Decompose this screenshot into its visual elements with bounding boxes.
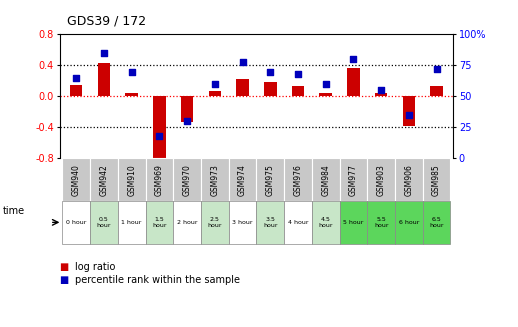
Point — [377, 88, 385, 93]
Text: GSM942: GSM942 — [99, 164, 108, 196]
Point — [100, 50, 108, 56]
Text: ■: ■ — [60, 262, 69, 271]
Bar — [284, 201, 312, 244]
Point — [127, 69, 136, 74]
Bar — [367, 201, 395, 244]
Text: 1.5
hour: 1.5 hour — [152, 217, 167, 228]
Text: time: time — [3, 206, 25, 216]
Text: 0 hour: 0 hour — [66, 220, 87, 225]
Text: 3.5
hour: 3.5 hour — [263, 217, 278, 228]
Text: 5 hour: 5 hour — [343, 220, 364, 225]
Text: GSM984: GSM984 — [321, 164, 330, 196]
Bar — [98, 63, 110, 96]
Point — [433, 66, 441, 72]
Bar — [347, 68, 359, 96]
Text: GSM940: GSM940 — [71, 164, 81, 196]
Bar — [340, 201, 367, 244]
Bar — [118, 201, 146, 244]
Text: GSM906: GSM906 — [405, 164, 413, 196]
Text: GSM977: GSM977 — [349, 164, 358, 196]
Bar — [146, 159, 173, 201]
Bar — [153, 96, 166, 160]
Bar — [284, 159, 312, 201]
Bar — [146, 201, 173, 244]
Bar — [423, 201, 451, 244]
Point — [72, 75, 80, 80]
Text: GSM973: GSM973 — [210, 164, 219, 196]
Point — [211, 81, 219, 87]
Text: GSM975: GSM975 — [266, 164, 275, 196]
Text: log ratio: log ratio — [75, 262, 116, 271]
Bar — [228, 159, 256, 201]
Bar — [90, 159, 118, 201]
Text: 1 hour: 1 hour — [121, 220, 142, 225]
Text: GSM970: GSM970 — [183, 164, 192, 196]
Point — [405, 112, 413, 118]
Bar — [228, 201, 256, 244]
Bar — [90, 201, 118, 244]
Point — [238, 59, 247, 64]
Bar — [312, 159, 340, 201]
Bar — [62, 201, 90, 244]
Bar — [375, 93, 387, 96]
Text: GDS39 / 172: GDS39 / 172 — [67, 15, 147, 28]
Point — [183, 119, 191, 124]
Point — [322, 81, 330, 87]
Bar — [118, 159, 146, 201]
Text: ■: ■ — [60, 275, 69, 284]
Text: GSM969: GSM969 — [155, 164, 164, 196]
Bar — [395, 201, 423, 244]
Bar — [62, 159, 90, 201]
Text: 3 hour: 3 hour — [232, 220, 253, 225]
Text: 0.5
hour: 0.5 hour — [97, 217, 111, 228]
Bar — [264, 82, 277, 96]
Bar — [320, 93, 332, 96]
Bar — [256, 201, 284, 244]
Text: 4 hour: 4 hour — [287, 220, 308, 225]
Text: percentile rank within the sample: percentile rank within the sample — [75, 275, 240, 284]
Point — [155, 133, 164, 139]
Point — [266, 69, 275, 74]
Bar — [209, 91, 221, 96]
Bar — [70, 85, 82, 96]
Bar — [173, 159, 201, 201]
Bar — [292, 86, 304, 96]
Text: 6.5
hour: 6.5 hour — [429, 217, 444, 228]
Bar — [256, 159, 284, 201]
Bar — [367, 159, 395, 201]
Text: GSM985: GSM985 — [432, 164, 441, 196]
Text: GSM974: GSM974 — [238, 164, 247, 196]
Bar — [236, 79, 249, 96]
Bar — [201, 159, 228, 201]
Bar — [395, 159, 423, 201]
Bar — [430, 86, 443, 96]
Point — [294, 71, 302, 77]
Text: 2.5
hour: 2.5 hour — [208, 217, 222, 228]
Text: 2 hour: 2 hour — [177, 220, 197, 225]
Point — [349, 57, 357, 62]
Bar — [423, 159, 451, 201]
Text: GSM903: GSM903 — [377, 164, 386, 196]
Bar — [181, 96, 193, 122]
Bar — [312, 201, 340, 244]
Bar — [125, 93, 138, 96]
Bar — [340, 159, 367, 201]
Bar — [402, 96, 415, 126]
Text: GSM976: GSM976 — [294, 164, 303, 196]
Text: GSM910: GSM910 — [127, 164, 136, 196]
Bar — [173, 201, 201, 244]
Text: 4.5
hour: 4.5 hour — [319, 217, 333, 228]
Text: 6 hour: 6 hour — [399, 220, 419, 225]
Bar — [201, 201, 228, 244]
Text: 5.5
hour: 5.5 hour — [374, 217, 388, 228]
